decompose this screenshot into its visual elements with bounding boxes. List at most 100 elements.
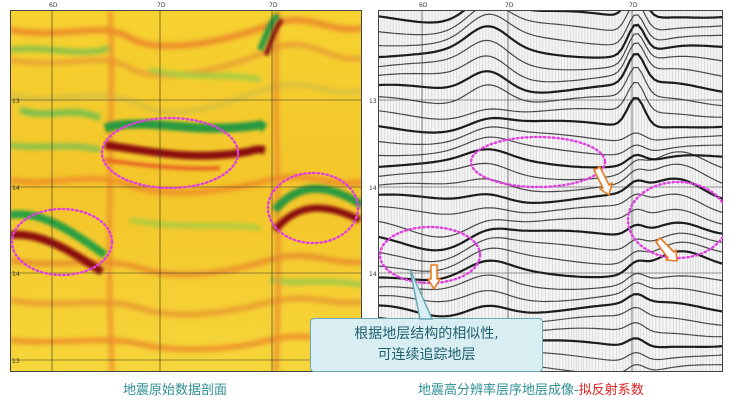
trace-line xyxy=(712,10,715,372)
callout-box: 根据地层结构的相似性, 可连续追踪地层 xyxy=(310,318,543,372)
trace-line xyxy=(658,10,661,372)
trace-line xyxy=(611,10,614,372)
reflector-line xyxy=(378,66,723,107)
top-tick: 7D xyxy=(629,2,638,9)
reflector-line xyxy=(378,221,723,252)
trace-line xyxy=(395,10,399,372)
trace-line xyxy=(449,10,453,372)
trace-line xyxy=(409,10,412,372)
reflector-line xyxy=(378,81,723,120)
seismic-original-panel: 6D 7D 7D 13 14 14 13 xyxy=(10,2,362,372)
reflector-line xyxy=(378,177,723,205)
trace-line xyxy=(392,10,396,372)
highlight-ellipse xyxy=(10,207,114,277)
trace-line xyxy=(440,10,443,372)
trace-line xyxy=(503,10,507,372)
trace-line xyxy=(509,10,513,372)
highlight-ellipse xyxy=(266,171,360,245)
trace-line xyxy=(640,10,643,372)
trace-line xyxy=(614,10,617,372)
trace-line xyxy=(715,10,718,372)
callout-line-2: 可连续追踪地层 xyxy=(377,347,476,363)
highlight-ellipse xyxy=(469,135,607,189)
trace-line xyxy=(437,10,439,372)
trace-line xyxy=(481,10,484,372)
reflector-line xyxy=(378,151,723,181)
reflector-line xyxy=(378,292,723,318)
trace-line xyxy=(500,10,503,372)
side-tick: 14 xyxy=(369,271,377,278)
seismic-highres-panel: 6D 7D 7D 13 14 14 xyxy=(369,2,723,372)
seismic-highres-image xyxy=(378,10,723,372)
reflector-line xyxy=(378,32,723,71)
side-tick: 14 xyxy=(369,185,377,192)
side-tick: 14 xyxy=(12,185,20,192)
trace-line xyxy=(668,10,671,372)
left-caption: 地震原始数据剖面 xyxy=(123,383,228,398)
reflector-line xyxy=(378,272,723,291)
reflector-line xyxy=(378,10,723,36)
trace-line xyxy=(637,10,640,372)
trace-line xyxy=(580,10,583,372)
trace-line xyxy=(591,10,595,372)
trace-line xyxy=(699,10,703,372)
trace-line xyxy=(477,10,481,372)
trace-line xyxy=(583,10,586,372)
side-tick: 13 xyxy=(12,98,20,105)
trace-line xyxy=(446,10,450,372)
trace-line xyxy=(683,10,686,372)
trace-line xyxy=(380,10,382,372)
side-tick: 14 xyxy=(12,271,20,278)
reflector-line xyxy=(378,126,723,145)
right-caption-highlight: 拟反射系数 xyxy=(578,383,644,398)
top-tick: 7D xyxy=(157,2,166,9)
side-tick: 13 xyxy=(12,358,20,365)
trace-line xyxy=(677,10,681,372)
trace-line xyxy=(598,10,601,372)
trace-line xyxy=(648,10,652,372)
reflector-line xyxy=(378,163,723,193)
reflector-line xyxy=(378,96,723,134)
reflector-line xyxy=(378,208,723,238)
reflector-line xyxy=(378,148,723,169)
trace-line xyxy=(697,10,700,372)
trace-line xyxy=(497,10,500,372)
trace-line xyxy=(401,10,404,372)
trace-line xyxy=(398,10,401,372)
trace-line xyxy=(680,10,684,372)
top-tick: 6D xyxy=(419,2,428,9)
arrow-icon xyxy=(655,237,678,262)
trace-line xyxy=(383,10,386,372)
trace-line xyxy=(389,10,393,372)
reflector-line xyxy=(378,52,723,94)
trace-line xyxy=(708,10,712,372)
trace-line xyxy=(458,10,461,372)
reflector-line xyxy=(378,232,723,263)
trace-line xyxy=(386,10,389,372)
arrow-icon xyxy=(427,264,441,290)
arrow-icon xyxy=(593,166,613,196)
reflector-line xyxy=(458,357,723,372)
highlight-ellipse xyxy=(100,116,240,190)
trace-line xyxy=(694,10,697,372)
trace-line xyxy=(455,10,458,372)
reflector-line xyxy=(378,193,723,215)
seismic-original-image xyxy=(10,10,362,372)
trace-line xyxy=(655,10,658,372)
trace-line xyxy=(469,10,472,372)
trace-line xyxy=(626,10,629,372)
trace-line xyxy=(671,10,674,372)
trace-line xyxy=(585,10,589,372)
trace-line xyxy=(652,10,655,372)
trace-line xyxy=(674,10,678,372)
trace-line xyxy=(629,10,632,372)
callout-pointer xyxy=(409,268,434,320)
callout-line-1: 根据地层结构的相似性, xyxy=(354,326,499,342)
trace-line xyxy=(494,10,496,372)
reflector-line xyxy=(378,42,723,83)
trace-line xyxy=(471,10,475,372)
reflector-line xyxy=(378,136,723,157)
trace-line xyxy=(686,10,689,372)
right-caption-main: 地震高分辨率层序地层成像- xyxy=(418,383,579,398)
trace-line xyxy=(443,10,446,372)
